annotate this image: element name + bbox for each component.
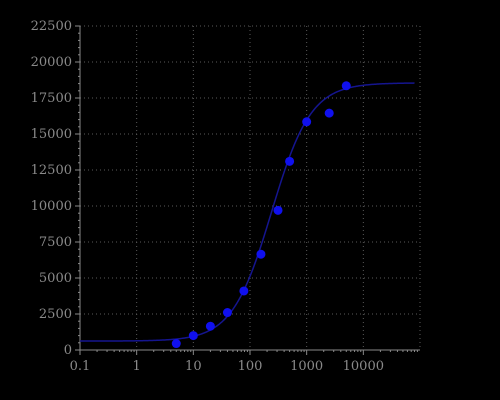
- data-point: [205, 321, 215, 331]
- data-point: [256, 249, 266, 259]
- grid: [80, 25, 421, 350]
- y-tick-label: 20000: [31, 55, 72, 70]
- data-point: [324, 108, 334, 118]
- y-tick-label: 22500: [31, 19, 72, 34]
- fit-curve: [80, 82, 415, 342]
- tick-labels: 0 2500 5000 7500 10000 12500 15000 17500 20000 22…: [31, 19, 384, 374]
- data-points: [171, 81, 351, 349]
- y-tick-label: 15000: [31, 127, 72, 142]
- data-point: [273, 205, 283, 215]
- x-tick-label: 10000: [343, 359, 384, 374]
- y-tick-label: 12500: [31, 163, 72, 178]
- y-tick-label: 0: [64, 343, 72, 358]
- data-point: [239, 286, 249, 296]
- y-tick-label: 2500: [39, 307, 72, 322]
- y-tick-label: 7500: [39, 235, 72, 250]
- y-tick-label: 17500: [31, 91, 72, 106]
- data-point: [188, 331, 198, 341]
- x-tick-label: 100: [238, 359, 263, 374]
- x-tick-label: 1000: [290, 359, 323, 374]
- fit-curve-layer: [80, 82, 415, 342]
- y-tick-label: 10000: [31, 199, 72, 214]
- x-tick-label: 10: [185, 359, 202, 374]
- x-tick-label: 0.1: [70, 359, 91, 374]
- y-tick-label: 5000: [39, 271, 72, 286]
- data-point: [222, 308, 232, 318]
- data-point: [341, 81, 351, 91]
- data-point: [302, 117, 312, 127]
- axes: [75, 25, 420, 355]
- data-point: [171, 339, 181, 349]
- data-point: [285, 156, 295, 166]
- x-tick-label: 1: [133, 359, 141, 374]
